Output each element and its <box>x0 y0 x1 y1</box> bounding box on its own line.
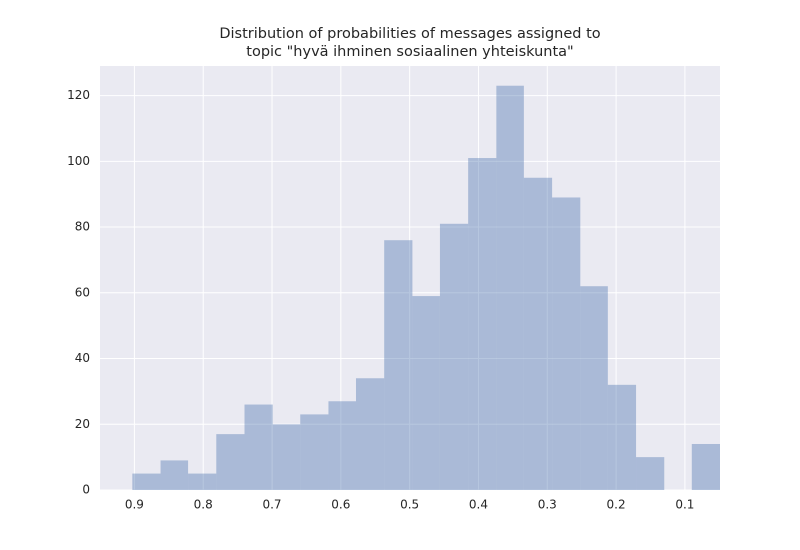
bar <box>607 384 637 490</box>
x-tick-label: 0.4 <box>469 498 488 512</box>
bar <box>355 378 385 490</box>
bar <box>160 460 189 490</box>
chart-title: Distribution of probabilities of message… <box>219 26 600 42</box>
bar <box>523 177 553 490</box>
y-tick-label: 20 <box>75 417 90 431</box>
x-tick-label: 0.3 <box>538 498 557 512</box>
x-tick-label: 0.5 <box>400 498 419 512</box>
y-tick-label: 80 <box>75 220 90 234</box>
bar <box>468 158 497 490</box>
y-tick-label: 100 <box>67 154 90 168</box>
grid <box>100 66 720 491</box>
bar <box>636 457 665 490</box>
x-tick-label: 0.9 <box>125 498 144 512</box>
x-tick-label: 0.6 <box>331 498 350 512</box>
x-tick-label: 0.1 <box>675 498 694 512</box>
bar <box>188 473 217 490</box>
bar <box>580 286 608 490</box>
bar <box>216 434 245 490</box>
y-tick-label: 60 <box>75 285 90 299</box>
y-tick-label: 0 <box>82 483 90 497</box>
bar <box>412 296 440 490</box>
tick-labels: 0 20 40 60 80 100 120 0.9 0.8 0.7 0.6 0.5 0.4 0.3 0.2 0… <box>67 88 694 511</box>
bar <box>272 424 301 490</box>
bar <box>691 443 720 490</box>
x-tick-label: 0.7 <box>262 498 281 512</box>
bar <box>132 473 161 490</box>
bar <box>552 197 581 490</box>
bar <box>300 414 329 490</box>
bar <box>244 404 273 490</box>
bar <box>439 223 469 490</box>
x-tick-label: 0.2 <box>607 498 626 512</box>
bars <box>132 85 720 490</box>
bar <box>496 85 524 490</box>
bar <box>328 401 356 490</box>
y-tick-label: 120 <box>67 88 90 102</box>
bar <box>384 240 413 490</box>
x-tick-label: 0.8 <box>194 498 213 512</box>
chart-title: topic "hyvä ihminen sosiaalinen yhteisku… <box>246 44 573 60</box>
y-tick-label: 40 <box>75 351 90 365</box>
